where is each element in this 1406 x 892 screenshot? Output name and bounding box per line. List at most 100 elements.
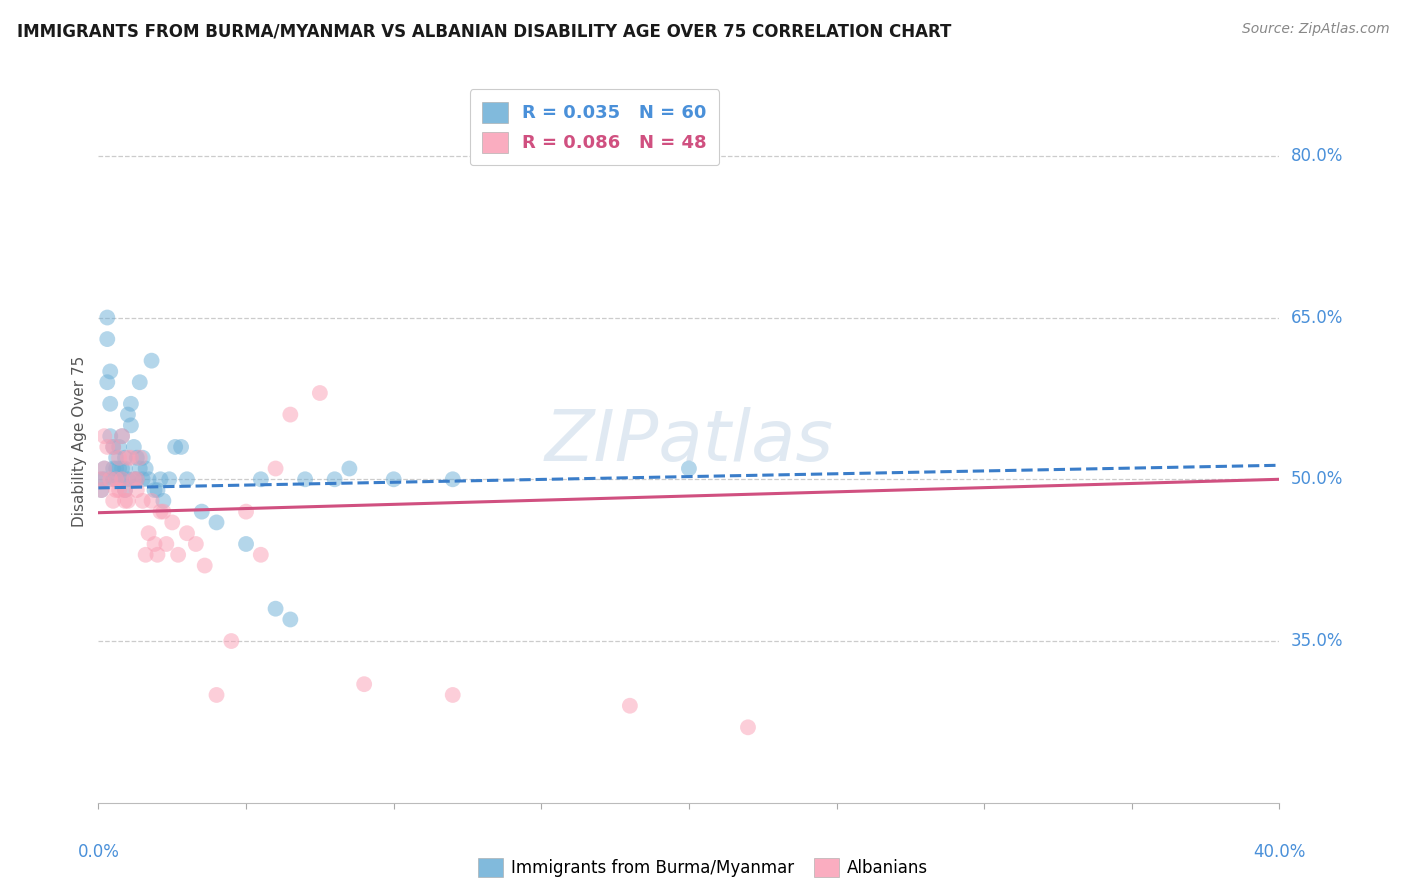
Point [108, 450, 131, 465]
Point [105, 483, 128, 497]
Point [111, 429, 134, 443]
Point [678, 461, 700, 475]
Point [737, 720, 759, 734]
Point [90, 483, 112, 497]
Point [96, 440, 118, 454]
Point [103, 472, 125, 486]
Point [103, 440, 125, 454]
Point [111, 472, 134, 486]
Point [309, 386, 332, 401]
Point [108, 472, 131, 486]
Point [132, 450, 155, 465]
Point [120, 418, 142, 433]
Point [194, 558, 217, 573]
Text: Source: ZipAtlas.com: Source: ZipAtlas.com [1241, 22, 1389, 37]
Legend: R = 0.035   N = 60, R = 0.086   N = 48: R = 0.035 N = 60, R = 0.086 N = 48 [470, 89, 720, 165]
Point [114, 450, 136, 465]
Point [96, 332, 118, 346]
Point [128, 450, 150, 465]
Point [280, 612, 302, 626]
Point [122, 472, 145, 486]
Point [122, 472, 145, 486]
Point [105, 450, 128, 465]
Point [98, 429, 121, 443]
Point [191, 505, 214, 519]
Point [93, 429, 115, 443]
Point [114, 493, 136, 508]
Point [250, 472, 273, 486]
Point [90, 472, 112, 486]
Point [117, 493, 139, 508]
Point [138, 472, 160, 486]
Text: 35.0%: 35.0% [1291, 632, 1343, 650]
Point [125, 483, 148, 497]
Point [339, 461, 361, 475]
Point [108, 440, 131, 454]
Point [117, 472, 139, 486]
Point [146, 548, 169, 562]
Point [141, 353, 163, 368]
Point [280, 408, 302, 422]
Point [105, 461, 128, 475]
Point [176, 526, 198, 541]
Point [176, 472, 198, 486]
Point [122, 440, 145, 454]
Point [125, 472, 148, 486]
Point [353, 677, 375, 691]
Point [120, 450, 142, 465]
Point [141, 493, 163, 508]
Point [152, 493, 174, 508]
Text: 65.0%: 65.0% [1291, 309, 1343, 326]
Point [98, 472, 121, 486]
Point [205, 688, 228, 702]
Point [114, 461, 136, 475]
Point [108, 483, 131, 497]
Point [619, 698, 641, 713]
Point [132, 493, 155, 508]
Point [128, 461, 150, 475]
Point [125, 450, 148, 465]
Point [149, 505, 172, 519]
Point [114, 483, 136, 497]
Point [111, 461, 134, 475]
Point [155, 537, 177, 551]
Point [205, 516, 228, 530]
Point [108, 461, 131, 475]
Point [111, 429, 134, 443]
Point [143, 483, 166, 497]
Point [132, 472, 155, 486]
Point [128, 376, 150, 390]
Point [138, 526, 160, 541]
Point [125, 472, 148, 486]
Text: IMMIGRANTS FROM BURMA/MYANMAR VS ALBANIAN DISABILITY AGE OVER 75 CORRELATION CHA: IMMIGRANTS FROM BURMA/MYANMAR VS ALBANIA… [17, 22, 952, 40]
Point [162, 516, 183, 530]
Point [157, 472, 180, 486]
Point [221, 634, 243, 648]
Point [184, 537, 207, 551]
Point [235, 505, 257, 519]
Text: ZIPatlas: ZIPatlas [544, 407, 834, 476]
Point [264, 601, 287, 615]
Point [143, 537, 166, 551]
Text: 40.0%: 40.0% [1253, 843, 1306, 861]
Point [167, 548, 190, 562]
Point [250, 548, 273, 562]
Point [120, 397, 142, 411]
Point [96, 310, 118, 325]
Point [105, 472, 128, 486]
Point [93, 472, 115, 486]
Point [111, 472, 134, 486]
Point [117, 408, 139, 422]
Point [93, 461, 115, 475]
Point [382, 472, 405, 486]
Point [235, 537, 257, 551]
Point [117, 450, 139, 465]
Point [98, 364, 121, 378]
Text: 50.0%: 50.0% [1291, 470, 1343, 488]
Point [90, 483, 112, 497]
Point [98, 397, 121, 411]
Point [103, 461, 125, 475]
Point [146, 483, 169, 497]
Point [93, 461, 115, 475]
Point [105, 472, 128, 486]
